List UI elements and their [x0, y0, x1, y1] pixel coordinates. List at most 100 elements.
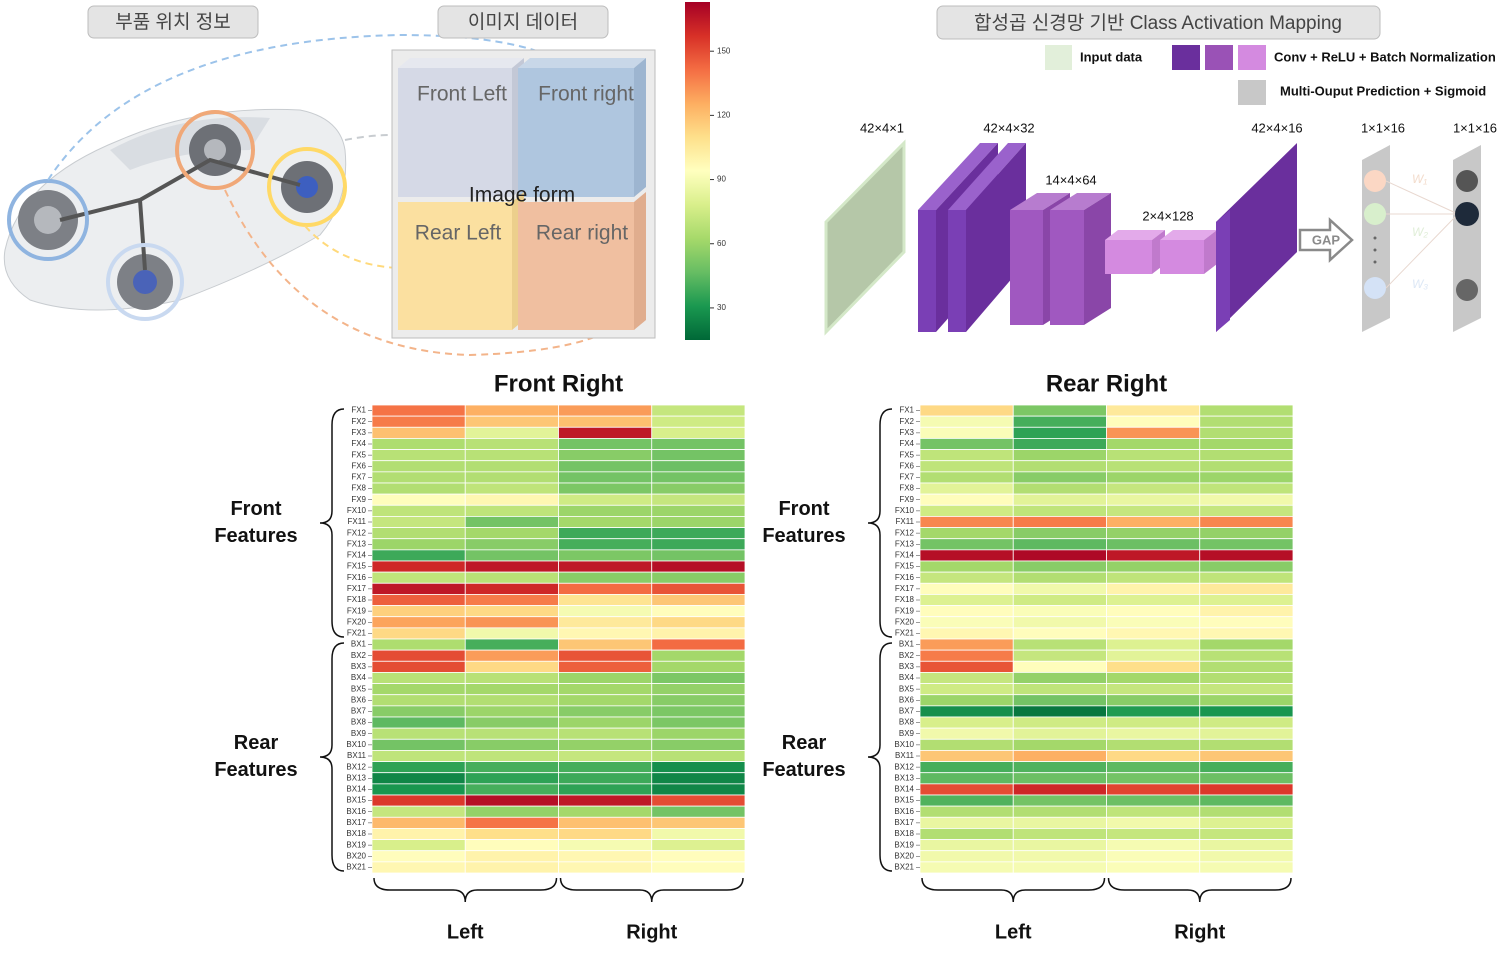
- heatmap-cell: [464, 738, 559, 751]
- header-box: [437, 5, 609, 39]
- heatmap-cell: [1012, 627, 1107, 640]
- cnn-layers-part: [1160, 240, 1204, 274]
- cnn-layers-part: [1050, 193, 1111, 210]
- heatmap-cell: [1012, 705, 1107, 718]
- heatmap-cell: [651, 560, 746, 573]
- row-label: FX21: [895, 629, 915, 638]
- heatmap-cell: [1012, 582, 1107, 595]
- heatmap-cell: [1012, 527, 1107, 540]
- row-label: BX8: [899, 718, 915, 727]
- heatmap-cell: [1106, 727, 1201, 740]
- heatmap-cell: [1106, 571, 1201, 584]
- cnn-layers-part: [1364, 170, 1386, 192]
- image-panel-part: [398, 202, 512, 330]
- heatmap-cell: [371, 493, 466, 506]
- row-label: BX4: [351, 673, 367, 682]
- heatmap-cell: [464, 605, 559, 618]
- heatmap-cell: [651, 527, 746, 540]
- row-label: BX2: [351, 651, 367, 660]
- heatmap-cell: [919, 772, 1014, 785]
- heatmap-cell: [1199, 527, 1294, 540]
- row-label: FX16: [347, 573, 367, 582]
- gap-label: GAP: [1312, 232, 1341, 247]
- heatmap-cell: [1012, 482, 1107, 495]
- row-label: BX20: [346, 851, 366, 860]
- heatmap-cell: [1106, 805, 1201, 818]
- heatmap-cell: [464, 594, 559, 606]
- heatmap-cell: [464, 805, 559, 818]
- heatmap-cell: [919, 649, 1014, 662]
- row-label: FX12: [347, 528, 367, 537]
- cnn-layers-part: [918, 143, 998, 210]
- heatmap-cell: [651, 660, 746, 673]
- heatmap-cell: [371, 828, 466, 840]
- row-group-brace: [867, 408, 893, 638]
- row-label: FX13: [347, 539, 367, 548]
- heatmap-cell: [1106, 616, 1201, 629]
- car-illustration-part: [296, 176, 318, 198]
- heatmap-cell: [919, 638, 1014, 651]
- row-label: FX11: [347, 517, 366, 526]
- heatmap-cell: [558, 404, 653, 417]
- row-label: BX12: [346, 762, 366, 771]
- heatmap-cell: [1106, 783, 1201, 796]
- heatmap-cell: [1199, 516, 1294, 528]
- row-group-label: Rear Features: [762, 732, 846, 781]
- heatmap-cell: [919, 761, 1014, 774]
- row-label: FX1: [351, 406, 366, 415]
- rear-left-label: Rear Left: [415, 222, 502, 245]
- heatmap-cell: [558, 694, 653, 707]
- heatmap-cell: [1106, 660, 1201, 673]
- heatmap-cell: [558, 794, 653, 807]
- heatmap-cell: [1199, 750, 1294, 762]
- heatmap-cell: [464, 582, 559, 595]
- row-label: BX21: [894, 863, 914, 872]
- row-label: FX2: [351, 417, 366, 426]
- row-label: FX4: [351, 439, 366, 448]
- row-label: BX10: [894, 740, 914, 749]
- heatmap-cell: [1012, 571, 1107, 584]
- layer-label: 42×4×32: [983, 120, 1034, 135]
- row-label: FX6: [351, 461, 366, 470]
- heatmap-cell: [651, 516, 746, 528]
- car-illustration-part: [7, 179, 89, 261]
- heatmap-cell: [464, 649, 559, 662]
- row-label: BX4: [899, 673, 915, 682]
- heatmap-cell: [371, 482, 466, 495]
- heatmap-cell: [558, 672, 653, 684]
- cnn-layers-part: [1298, 217, 1354, 263]
- heatmap-cell: [651, 738, 746, 751]
- heatmap-cell: [919, 538, 1014, 551]
- heatmap-cell: [464, 426, 559, 439]
- heatmap-cell: [1106, 404, 1201, 417]
- row-label: FX3: [351, 428, 366, 437]
- heatmap-cell: [1106, 861, 1201, 874]
- heatmap-cell: [1106, 638, 1201, 651]
- heatmap-cell: [558, 783, 653, 796]
- cnn-layers-part: [918, 210, 936, 332]
- car-illustration-part: [34, 206, 62, 234]
- heatmap-cell: [371, 426, 466, 439]
- heatmap-cell: [1106, 816, 1201, 829]
- car-illustration-part: [106, 243, 184, 321]
- row-label: BX7: [351, 707, 367, 716]
- heatmap-cell: [1106, 582, 1201, 595]
- cnn-layers-part: [1160, 230, 1217, 240]
- heatmap-cell: [1199, 828, 1294, 840]
- heatmap-cell: [464, 504, 559, 517]
- row-label: FX17: [895, 584, 915, 593]
- heatmap-cell: [651, 705, 746, 718]
- image-panel-part: [634, 192, 646, 330]
- heatmap-cell: [464, 772, 559, 785]
- heatmap-cell: [1106, 426, 1201, 439]
- heatmap-cell: [919, 627, 1014, 640]
- heatmap-cell: [651, 471, 746, 484]
- heatmap-cell: [558, 415, 653, 428]
- heatmap-cell: [651, 582, 746, 595]
- heatmap-cell: [1012, 794, 1107, 807]
- heatmap-cell: [651, 839, 746, 852]
- heatmap-cell: [651, 638, 746, 651]
- column-group-label: Right: [626, 921, 677, 943]
- heatmap-cell: [651, 649, 746, 662]
